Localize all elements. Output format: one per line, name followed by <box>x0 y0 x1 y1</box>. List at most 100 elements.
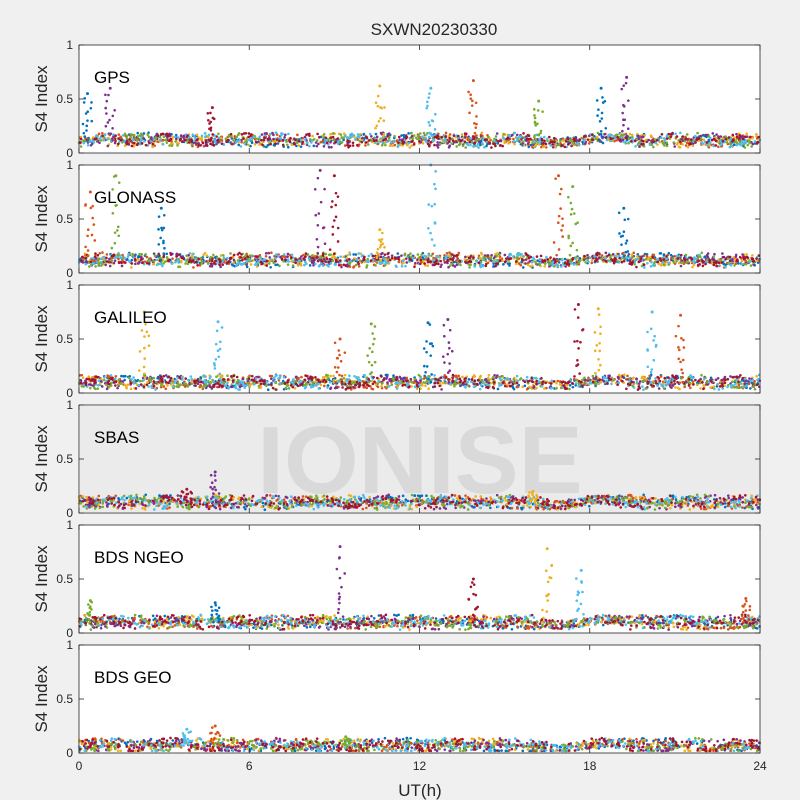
data-point <box>735 135 739 139</box>
data-point <box>428 144 431 147</box>
data-point <box>549 138 553 142</box>
data-point <box>138 138 141 142</box>
data-point <box>370 135 373 138</box>
data-point <box>286 145 290 149</box>
data-point <box>532 140 536 144</box>
data-point <box>467 263 471 266</box>
data-point <box>240 140 243 144</box>
data-point <box>631 135 634 139</box>
data-point <box>689 256 692 259</box>
data-point <box>442 138 446 142</box>
data-point <box>573 139 576 143</box>
data-point <box>659 375 663 378</box>
data-point <box>498 253 501 256</box>
data-point <box>321 252 325 256</box>
spike-point <box>474 134 478 138</box>
data-point <box>712 261 716 264</box>
data-point <box>130 266 133 269</box>
spike-point <box>107 93 110 97</box>
data-point <box>439 259 443 263</box>
data-point <box>386 134 389 138</box>
data-point <box>702 133 705 137</box>
data-point <box>590 133 594 137</box>
data-point <box>247 143 250 147</box>
spike-point <box>376 94 380 98</box>
data-point <box>205 260 208 263</box>
data-point <box>651 264 655 267</box>
data-point <box>748 260 752 263</box>
data-point <box>622 259 626 263</box>
data-point <box>715 133 718 136</box>
data-point <box>719 258 723 262</box>
data-point <box>418 132 422 135</box>
data-point <box>220 142 224 145</box>
data-point <box>583 138 586 142</box>
data-point <box>660 136 663 140</box>
data-point <box>323 142 327 146</box>
data-point <box>422 131 426 135</box>
spike-point <box>575 248 579 252</box>
data-point <box>386 252 389 256</box>
data-point <box>348 144 352 148</box>
data-point <box>418 139 421 143</box>
data-point <box>397 260 401 264</box>
data-point <box>624 140 628 144</box>
data-point <box>661 261 665 264</box>
data-point <box>98 141 101 145</box>
spike-peak <box>159 206 163 210</box>
data-point <box>156 134 160 138</box>
data-point <box>340 140 344 144</box>
spike-point <box>380 231 384 235</box>
data-point <box>158 262 162 266</box>
data-point <box>117 261 121 265</box>
spike-point <box>93 239 97 242</box>
data-point <box>229 257 232 261</box>
data-point <box>697 137 701 140</box>
data-point <box>152 138 156 141</box>
data-point <box>238 138 241 142</box>
data-point <box>407 132 410 135</box>
data-point <box>741 135 745 138</box>
data-point <box>236 139 239 143</box>
data-point <box>457 134 460 138</box>
data-point <box>243 142 247 145</box>
data-point <box>596 131 600 135</box>
data-point <box>354 263 358 267</box>
y-tick-label: 1 <box>66 158 73 172</box>
data-point <box>143 140 146 143</box>
data-point <box>695 383 699 386</box>
data-point <box>546 139 549 143</box>
data-point <box>669 135 673 138</box>
data-point <box>311 134 314 138</box>
data-point <box>396 252 400 255</box>
data-point <box>397 135 401 139</box>
data-point <box>135 138 139 142</box>
data-point <box>674 386 677 389</box>
data-point <box>749 264 753 267</box>
data-point <box>459 139 463 143</box>
data-point <box>679 131 682 135</box>
spike-point <box>471 99 474 103</box>
data-point <box>527 134 531 138</box>
spike-point <box>600 111 604 115</box>
spike-point <box>105 112 108 115</box>
data-point <box>367 254 371 258</box>
data-point <box>308 134 311 137</box>
data-point <box>725 141 729 144</box>
data-point <box>468 256 472 259</box>
data-point <box>560 144 563 147</box>
data-point <box>356 138 359 141</box>
data-point <box>570 144 573 148</box>
data-point <box>638 145 641 148</box>
data-point <box>673 145 676 148</box>
data-point <box>267 383 271 386</box>
data-point <box>165 252 169 256</box>
data-point <box>514 260 518 263</box>
data-point <box>343 134 347 138</box>
data-point <box>409 252 412 255</box>
y-tick-label: 0.5 <box>56 212 73 226</box>
data-point <box>178 265 182 269</box>
data-point <box>147 135 151 139</box>
data-point <box>380 252 383 256</box>
data-point <box>96 135 99 138</box>
